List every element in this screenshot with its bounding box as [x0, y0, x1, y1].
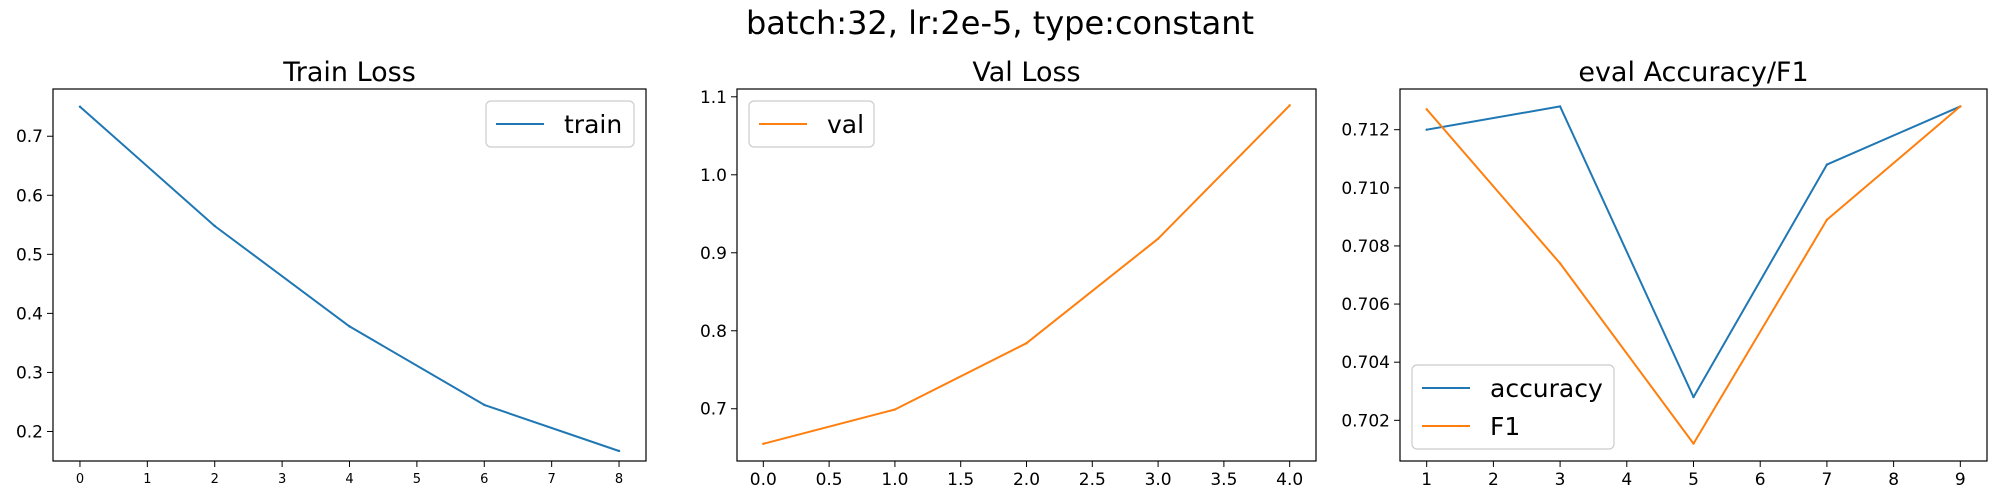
x-tick-label: 5	[1688, 470, 1699, 490]
data-point	[762, 442, 765, 446]
y-tick-label: 0.5	[16, 245, 43, 265]
legend-box	[748, 100, 875, 148]
legend-label: val	[827, 110, 864, 139]
x-tick-label: 2.0	[1013, 470, 1040, 490]
y-tick-label: 0.3	[16, 363, 43, 383]
series-line-val	[763, 104, 1291, 445]
y-tick-label: 0.8	[700, 322, 727, 342]
y-tick-label: 0.4	[16, 304, 43, 324]
x-tick-label: 5	[413, 472, 421, 487]
y-tick-label: 1.1	[700, 88, 727, 108]
x-tick-label: 3	[1555, 470, 1566, 490]
data-point	[1558, 105, 1562, 108]
x-tick-label: 1	[143, 472, 151, 487]
x-tick-label: 1.0	[881, 470, 908, 490]
data-point	[483, 403, 486, 407]
data-point	[893, 408, 897, 411]
data-point	[1825, 218, 1829, 221]
y-tick-label: 0.702	[1341, 411, 1390, 431]
x-tick-label: 0.0	[750, 470, 777, 490]
y-tick-label: 0.7	[16, 127, 43, 147]
legend: train	[485, 100, 635, 148]
data-point	[1558, 262, 1562, 265]
data-point	[617, 449, 621, 453]
data-point	[78, 105, 82, 108]
data-point	[1025, 342, 1028, 345]
x-tick-label: 2.5	[1079, 470, 1106, 490]
subplot-title: eval Accuracy/F1	[1578, 57, 1808, 88]
legend-label: accuracy	[1490, 374, 1603, 403]
x-tick-label: 6	[480, 472, 488, 487]
legend: accuracy F1	[1411, 364, 1615, 450]
legend-label: train	[564, 110, 622, 139]
subplot-2: Val Loss 0.0 0.5 1.0 1.5 2.0 2.5 3.0 3.5 4.0 0.7 0.…	[700, 57, 1317, 490]
subplot-1: Train Loss 0 1 2 3 4 5 6 7 8 0.2 0.3 0.4 0.5 0.6 0.7 tra…	[16, 57, 647, 487]
y-tick-label: 1.0	[700, 166, 727, 186]
data-point	[1825, 163, 1829, 166]
subplots: Train Loss 0 1 2 3 4 5 6 7 8 0.2 0.3 0.4 0.5 0.6 0.7 tra…	[16, 57, 1988, 490]
subplot-3: eval Accuracy/F1 1 2 3 4 5 6 7 8 9 0.702 0.704 0.706…	[1341, 57, 1988, 490]
y-tick-label: 0.712	[1341, 121, 1390, 141]
data-point	[1692, 395, 1695, 399]
figure-title: batch:32, lr:2e-5, type:constant	[746, 4, 1254, 42]
data-point	[213, 224, 216, 228]
x-tick-label: 3.0	[1145, 470, 1172, 490]
y-tick-label: 0.2	[16, 422, 43, 442]
x-tick-label: 8	[1888, 470, 1899, 490]
y-tick-label: 0.706	[1341, 295, 1390, 315]
x-tick-label: 2	[211, 472, 219, 487]
series-line-accuracy	[1426, 105, 1961, 399]
x-tick-label: 7	[1821, 470, 1832, 490]
data-point	[1425, 128, 1428, 131]
x-tick-label: 1	[1421, 470, 1432, 490]
x-tick-label: 7	[548, 472, 556, 487]
y-tick-label: 0.9	[700, 244, 727, 264]
x-tick-label: 4	[1621, 470, 1632, 490]
legend-box	[485, 100, 635, 148]
x-tick-label: 8	[615, 472, 623, 487]
data-point	[1288, 104, 1291, 107]
y-tick-label: 0.7	[700, 400, 727, 420]
x-tick-label: 1.5	[947, 470, 974, 490]
x-tick-label: 9	[1955, 470, 1966, 490]
y-tick-label: 0.704	[1341, 353, 1390, 373]
data-point	[1425, 108, 1428, 111]
x-tick-label: 0	[76, 472, 84, 487]
subplot-title: Train Loss	[282, 57, 416, 88]
y-tick-label: 0.710	[1341, 179, 1390, 199]
data-point	[348, 325, 351, 328]
legend-label: F1	[1490, 412, 1520, 441]
x-tick-label: 3.5	[1210, 470, 1237, 490]
legend: val	[748, 100, 875, 148]
y-tick-label: 0.708	[1341, 237, 1390, 257]
legend-box	[1411, 364, 1615, 450]
data-point	[1692, 442, 1695, 445]
y-tick-label: 0.6	[16, 186, 43, 206]
x-tick-label: 6	[1755, 470, 1766, 490]
data-point	[1156, 237, 1160, 240]
x-tick-label: 4	[345, 472, 353, 487]
x-tick-label: 3	[278, 472, 286, 487]
x-tick-label: 2	[1488, 470, 1499, 490]
data-point	[1959, 105, 1962, 108]
series-line-train	[79, 105, 620, 452]
x-tick-label: 0.5	[816, 470, 843, 490]
x-tick-label: 4.0	[1276, 470, 1303, 490]
subplot-title: Val Loss	[972, 57, 1080, 88]
